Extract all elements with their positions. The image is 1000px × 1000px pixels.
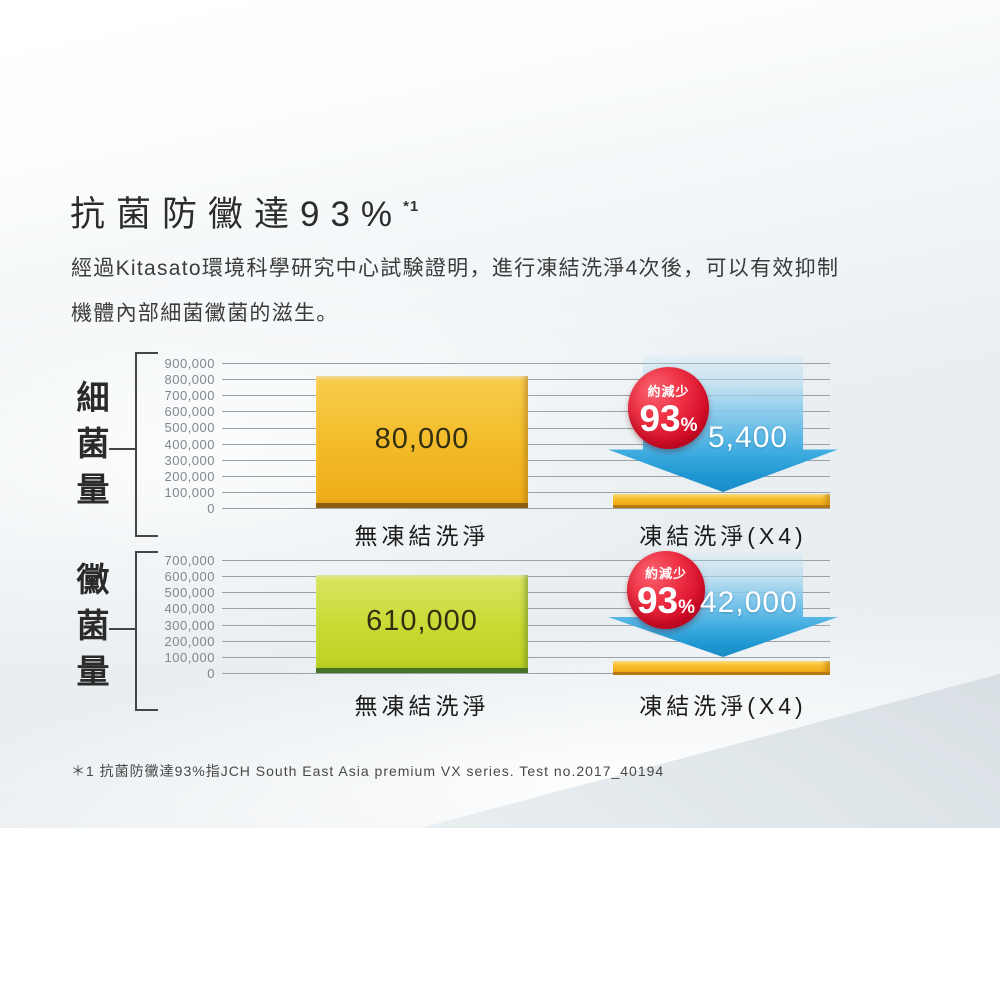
y-tick-label: 200,000 — [164, 469, 215, 484]
y-axis-title-mold: 黴菌量 — [72, 562, 109, 700]
x-label-before-cleaning: 無凍結洗淨 — [354, 693, 490, 719]
badge-prefix-label: 約減少 — [644, 566, 687, 581]
description-line-1: 經過Kitasato環境科學研究中心試験證明，進行凍結洗淨4次後，可以有效抑制 — [71, 257, 840, 280]
y-tick-label: 200,000 — [164, 634, 215, 649]
bacteria-bar-before-cleaning: 80,000 — [316, 376, 528, 508]
y-tick-label: 100,000 — [164, 485, 215, 500]
badge-percent-sign: % — [680, 415, 698, 436]
reduction-badge: 約減少 93% — [627, 551, 705, 629]
mold-before-value-label: 610,000 — [366, 605, 478, 637]
x-label-after-cleaning: 凍結洗淨(X4) — [639, 523, 807, 549]
gridline — [222, 363, 830, 364]
y-tick-label: 0 — [207, 501, 215, 516]
page-title: 抗菌防黴達93%*1 — [70, 186, 419, 237]
badge-percent-value: 93% — [637, 582, 695, 620]
description-line-2: 機體內部細菌黴菌的滋生。 — [71, 302, 339, 325]
y-tick-label: 400,000 — [164, 437, 215, 452]
y-tick-label: 0 — [207, 666, 215, 681]
badge-number: 93 — [636, 580, 679, 621]
bacteria-bar-after-cleaning — [613, 494, 830, 508]
x-label-before-cleaning: 無凍結洗淨 — [354, 523, 490, 549]
y-tick-label: 600,000 — [164, 404, 215, 419]
background — [0, 0, 1000, 828]
badge-number: 93 — [639, 398, 681, 439]
axis-bracket-tick-mold — [109, 628, 136, 630]
y-tick-label: 400,000 — [164, 601, 215, 616]
y-tick-label: 700,000 — [164, 553, 215, 568]
axis-bracket-tick-bacteria — [109, 448, 136, 450]
y-tick-label: 900,000 — [164, 356, 215, 371]
y-tick-label: 300,000 — [164, 453, 215, 468]
gridline — [222, 673, 830, 674]
y-tick-label: 300,000 — [164, 618, 215, 633]
badge-percent-sign: % — [678, 597, 696, 618]
mold-after-value-label: 42,000 — [700, 586, 798, 619]
gridline — [222, 508, 830, 509]
bacteria-after-value-label: 5,400 — [708, 421, 789, 454]
page-title-text: 抗菌防黴達93% — [70, 195, 404, 234]
footnote: ＊1 抗菌防黴達93%指JCH South East Asia premium … — [71, 763, 665, 779]
bacteria-before-value-label: 80,000 — [374, 423, 470, 455]
title-superscript: *1 — [403, 198, 420, 215]
y-tick-label: 500,000 — [164, 420, 215, 435]
y-tick-label: 100,000 — [164, 650, 215, 665]
mold-bar-after-cleaning — [613, 661, 830, 675]
mold-bar-before-cleaning: 610,000 — [316, 575, 528, 673]
y-tick-label: 800,000 — [164, 372, 215, 387]
y-tick-label: 700,000 — [164, 388, 215, 403]
y-axis-title-bacteria: 細菌量 — [72, 380, 109, 518]
y-tick-label: 600,000 — [164, 569, 215, 584]
y-tick-label: 500,000 — [164, 585, 215, 600]
axis-bracket-mold — [135, 551, 158, 711]
badge-prefix-label: 約減少 — [647, 384, 690, 399]
x-label-after-cleaning: 凍結洗淨(X4) — [639, 693, 807, 719]
badge-percent-value: 93% — [639, 400, 697, 438]
reduction-badge: 約減少 93% — [628, 367, 709, 449]
gridline — [222, 560, 830, 561]
axis-bracket-bacteria — [135, 352, 158, 537]
